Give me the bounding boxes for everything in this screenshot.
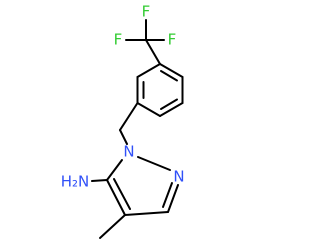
bond [113, 178, 131, 210]
atom-label: H₂N [61, 173, 90, 191]
bond [136, 63, 161, 78]
bond [160, 70, 178, 82]
bond [99, 214, 126, 239]
atom-label: N [123, 143, 134, 161]
bond [119, 129, 128, 145]
bond [167, 184, 179, 213]
page: F F F N N H₂N (() => { const data = JSON… [60, 2, 185, 239]
bond [91, 179, 108, 182]
bond [119, 102, 139, 131]
structure: F F F N N H₂N [61, 3, 185, 239]
bond [145, 39, 161, 65]
bond [106, 159, 123, 181]
bond [137, 156, 171, 171]
bond [124, 211, 169, 216]
atom-label: N [173, 168, 184, 186]
bond [159, 102, 184, 117]
bond [106, 179, 126, 216]
bond [162, 182, 173, 208]
bond [136, 102, 161, 117]
bond [159, 63, 184, 78]
bonds [91, 19, 184, 239]
bond [160, 98, 178, 110]
atom-label: F [168, 31, 177, 49]
atom-label: F [114, 31, 123, 49]
atom-label: F [142, 3, 151, 21]
